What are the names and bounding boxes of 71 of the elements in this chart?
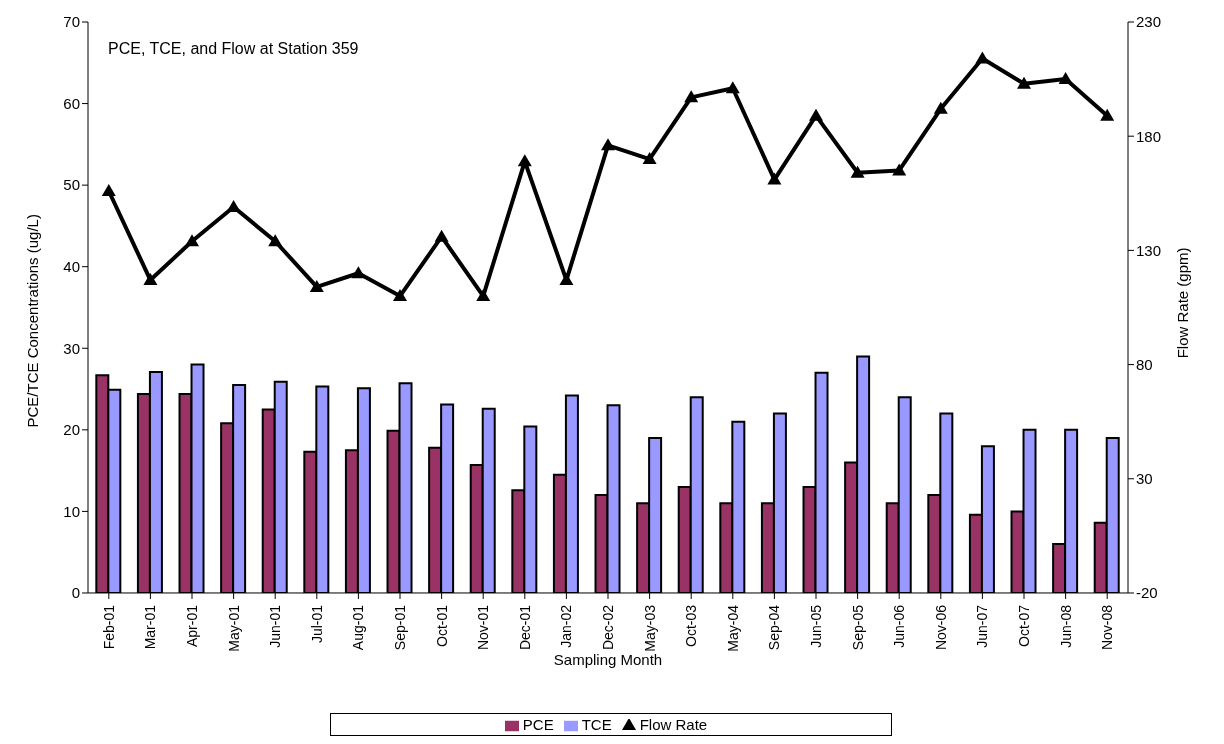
y2-axis-title: Flow Rate (gpm) (1174, 247, 1192, 359)
y-tick-label: 20 (63, 421, 80, 439)
point (226, 199, 241, 212)
point (393, 289, 407, 302)
point (185, 234, 199, 247)
point (476, 289, 491, 302)
x-tick-label: Oct-07 (1015, 604, 1032, 647)
x-tick-label: Oct-03 (683, 604, 700, 647)
y-tick-label: 10 (63, 502, 80, 520)
point (559, 273, 574, 286)
y-tick-label: 40 (63, 258, 80, 276)
y-tick-label: 60 (63, 94, 80, 112)
point (101, 184, 116, 197)
point (933, 101, 948, 114)
y-tick-label: 50 (63, 176, 80, 194)
y2-tick-label: -20 (1136, 584, 1158, 602)
point (684, 90, 699, 103)
x-tick-label: Dec-02 (599, 604, 616, 651)
y2-tick-label: 80 (1136, 355, 1153, 373)
y-axis-title: PCE/TCE Concentrations (ug/L) (24, 214, 42, 428)
x-tick-label: Jun-06 (891, 604, 908, 648)
x-tick-label: Dec-01 (516, 604, 533, 651)
point (642, 152, 657, 165)
x-tick-label: Nov-08 (1099, 604, 1116, 651)
y2-tick-label: 30 (1136, 470, 1153, 488)
x-tick-label: Nov-06 (932, 604, 949, 651)
x-tick-label: Oct-01 (433, 604, 450, 647)
y-tick-label: 30 (63, 339, 80, 357)
point (309, 279, 324, 292)
x-tick-label: Jun-07 (974, 604, 991, 648)
point (1100, 108, 1115, 121)
y2-tick-label: 180 (1136, 127, 1162, 145)
point (767, 172, 782, 185)
x-tick-label: Sep-05 (849, 604, 866, 651)
x-tick-label: Nov-01 (475, 604, 492, 651)
x-tick-label: Aug-01 (350, 604, 367, 651)
y2-tick-label: 230 (1136, 13, 1162, 31)
legend-label: TCE (581, 715, 612, 733)
legend-label: PCE (522, 715, 554, 733)
point (1017, 76, 1031, 89)
x-tick-label: May-01 (225, 604, 242, 652)
x-tick-label: May-04 (724, 604, 741, 652)
x-tick-label: May-03 (641, 604, 658, 652)
x-tick-label: Mar-01 (142, 604, 159, 650)
point (725, 81, 740, 94)
y-tick-label: 0 (71, 584, 80, 602)
point (517, 154, 532, 167)
point (601, 138, 615, 151)
x-tick-label: Sep-01 (391, 604, 408, 651)
x-tick-label: Jun-08 (1057, 604, 1074, 648)
y-tick-label: 70 (63, 13, 80, 31)
point (351, 266, 366, 279)
x-tick-label: Feb-01 (100, 604, 117, 650)
point (434, 229, 449, 242)
point (850, 165, 865, 178)
point (1058, 72, 1073, 85)
x-axis-title: Sampling Month (553, 650, 663, 668)
point (268, 234, 283, 247)
legend-label: Flow Rate (639, 715, 708, 733)
y2-tick-label: 130 (1136, 241, 1162, 259)
x-tick-label: Jul-01 (308, 604, 325, 644)
x-tick-label: Jun-05 (807, 604, 824, 648)
x-tick-label: Apr-01 (183, 604, 200, 647)
point (809, 108, 823, 121)
x-tick-label: Jan-02 (558, 604, 575, 648)
x-tick-label: Jun-01 (267, 604, 284, 648)
x-tick-label: Sep-04 (766, 604, 783, 651)
point (975, 51, 990, 64)
text: PCE, TCE, and Flow at Station 359 (108, 40, 359, 58)
point (143, 273, 158, 286)
point (892, 163, 907, 176)
